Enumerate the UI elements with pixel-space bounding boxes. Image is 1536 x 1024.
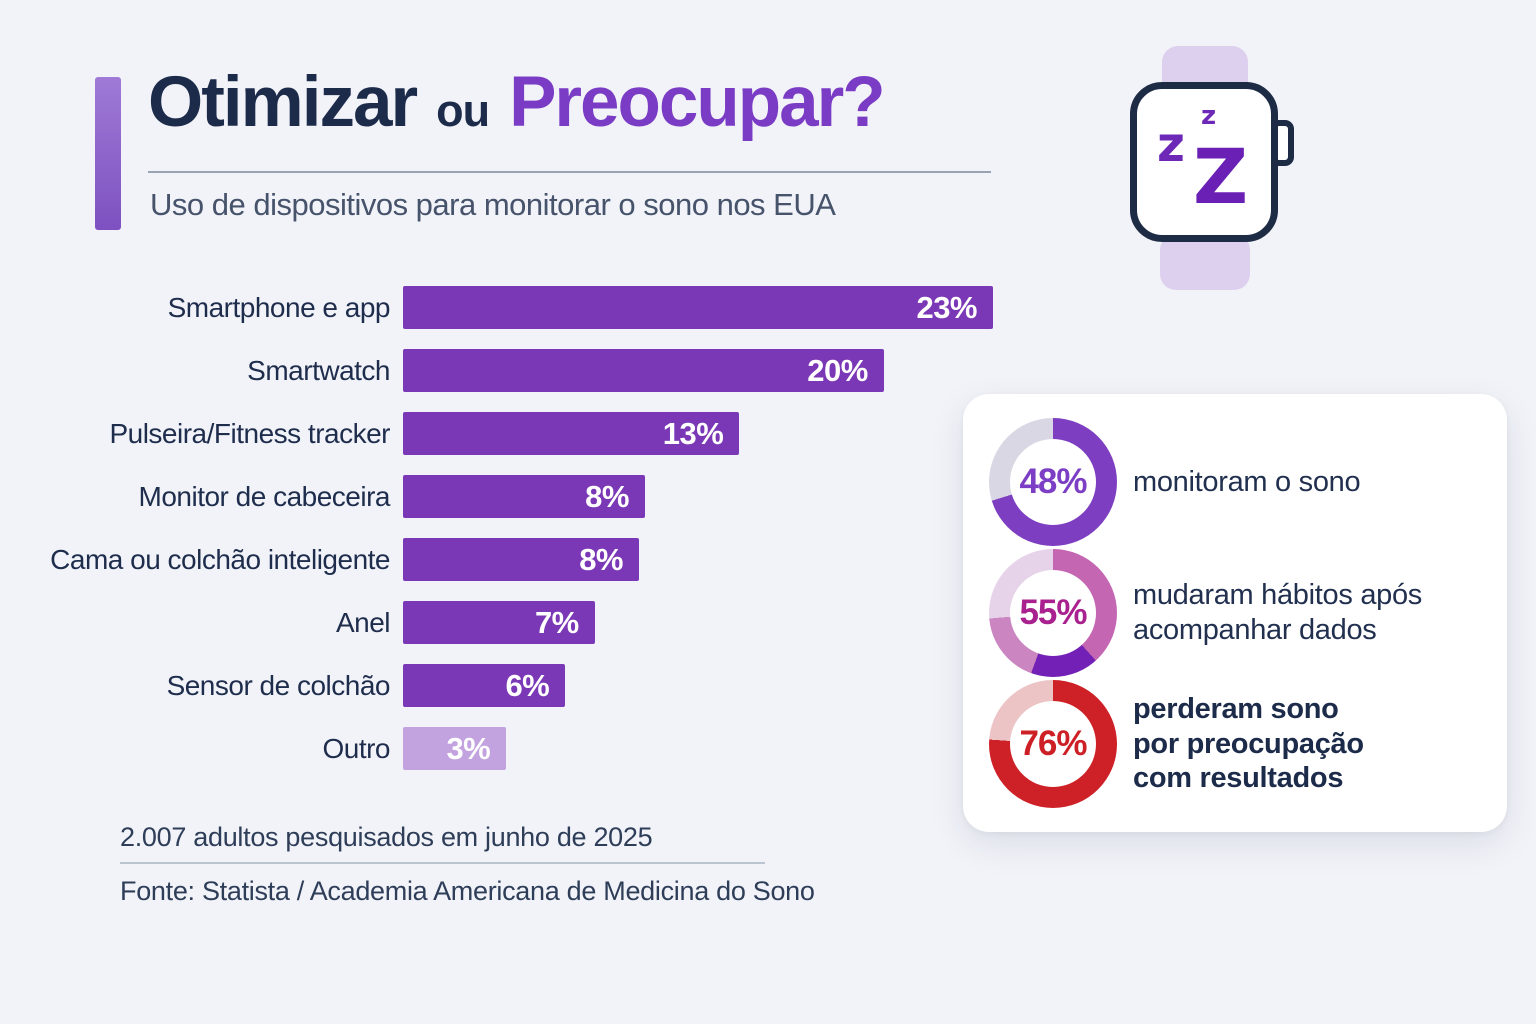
page-subtitle: Uso de dispositivos para monitorar o son… <box>150 187 836 222</box>
bar-fill: 23% <box>403 286 993 329</box>
bar-track: 7% <box>403 601 993 644</box>
bar-row-fitness-tracker: Pulseira/Fitness tracker 13% <box>40 412 993 455</box>
stat-label: monitoram o sono <box>1133 465 1361 498</box>
donut-value-label: 48% <box>1019 462 1087 501</box>
source-note: Fonte: Statista / Academia Americana de … <box>120 876 815 906</box>
title-conjunction: ou <box>436 85 490 136</box>
bar-category-label: Smartwatch <box>247 354 390 386</box>
title-main-text: Otimizar <box>148 63 418 142</box>
bar-category-label: Smartphone e app <box>167 291 391 323</box>
bar-row-ring: Anel 7% <box>40 601 993 644</box>
bar-track: 13% <box>403 412 993 455</box>
bar-category-label: Pulseira/Fitness tracker <box>109 417 390 449</box>
device-usage-bar-chart: Smartphone e app 23% Smartwatch 20% Puls… <box>40 286 993 790</box>
stat-lost-sleep: 76% perderam sono por preocupação com re… <box>989 680 1481 808</box>
bar-category-label: Sensor de colchão <box>166 669 391 701</box>
stat-changed-habits: 55% mudaram hábitos após acompanhar dado… <box>989 549 1481 677</box>
footer-divider <box>120 862 765 864</box>
bar-track: 23% <box>403 286 993 329</box>
bar-category-label: Anel <box>335 606 391 638</box>
bar-value-label: 6% <box>505 667 550 703</box>
stat-label: perderam sono por preocupação com result… <box>1133 692 1364 795</box>
title-accent-text: Preocupar? <box>509 63 886 142</box>
bar-row-bedside-monitor: Monitor de cabeceira 8% <box>40 475 993 518</box>
bar-fill: 7% <box>403 601 595 644</box>
donut-chart-76: 76% <box>989 680 1117 808</box>
bar-track: 6% <box>403 664 993 707</box>
watch-strap-bottom-icon <box>1160 234 1250 290</box>
bar-value-label: 13% <box>662 415 724 451</box>
page-title: Otimizar ou Preocupar? <box>148 62 1048 143</box>
bar-fill: 13% <box>403 412 740 455</box>
sleep-z-icon: z <box>1201 101 1217 131</box>
bar-category-label: Outro <box>322 732 390 764</box>
sleep-z-icon: z <box>1157 117 1185 173</box>
bar-value-label: 8% <box>585 478 629 514</box>
bar-track: 3% <box>403 727 993 770</box>
donut-stats-card: 48% monitoram o sono 55% mudaram hábitos… <box>963 394 1507 832</box>
title-divider <box>148 171 991 173</box>
bar-fill: 3% <box>403 727 507 770</box>
donut-value-label: 55% <box>1019 593 1087 632</box>
sleep-z-icon: Z <box>1193 132 1249 221</box>
bar-value-label: 23% <box>916 289 977 325</box>
bar-row-smartphone: Smartphone e app 23% <box>40 286 993 329</box>
bar-value-label: 3% <box>446 730 491 766</box>
bar-value-label: 7% <box>534 604 579 640</box>
bar-category-label: Cama ou colchão inteligente <box>50 543 390 575</box>
bar-fill: 20% <box>403 349 884 392</box>
donut-value-label: 76% <box>1019 724 1087 763</box>
bar-fill: 8% <box>403 475 645 518</box>
donut-chart-55: 55% <box>989 549 1117 677</box>
bar-category-label: Monitor de cabeceira <box>138 480 391 512</box>
bar-track: 8% <box>403 475 993 518</box>
bar-fill: 8% <box>403 538 639 581</box>
bar-row-other: Outro 3% <box>40 727 993 770</box>
bar-fill: 6% <box>403 664 566 707</box>
sample-size-note: 2.007 adultos pesquisados em junho de 20… <box>120 822 653 852</box>
donut-chart-48: 48% <box>989 418 1117 546</box>
title-accent-bar <box>95 77 121 230</box>
bar-track: 8% <box>403 538 993 581</box>
bar-row-smartwatch: Smartwatch 20% <box>40 349 993 392</box>
watch-face-icon: z z Z <box>1130 82 1278 242</box>
bar-track: 20% <box>403 349 993 392</box>
stat-label: mudaram hábitos após acompanhar dados <box>1133 579 1422 646</box>
smartwatch-sleep-icon: z z Z <box>1128 38 1298 290</box>
stat-monitor-sleep: 48% monitoram o sono <box>989 418 1481 546</box>
bar-value-label: 20% <box>807 352 868 388</box>
bar-row-mattress-sensor: Sensor de colchão 6% <box>40 664 993 707</box>
bar-value-label: 8% <box>579 541 623 577</box>
bar-row-smart-bed: Cama ou colchão inteligente 8% <box>40 538 993 581</box>
